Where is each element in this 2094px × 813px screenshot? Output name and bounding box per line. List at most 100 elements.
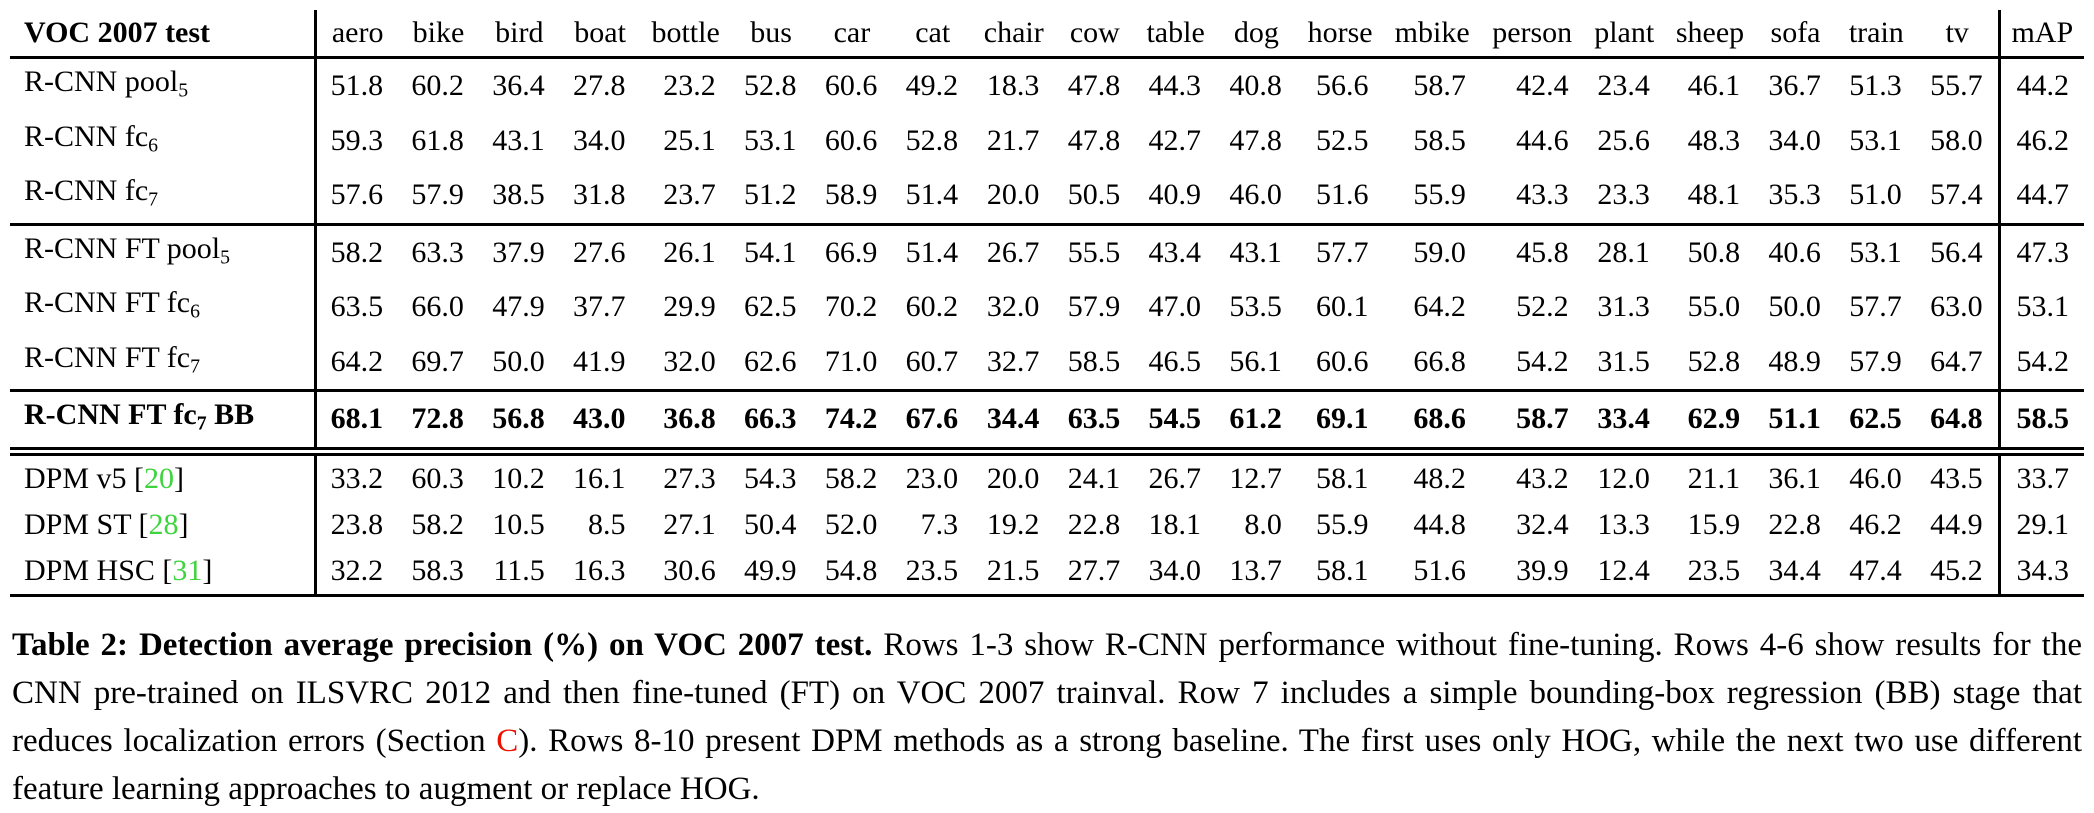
row-label: R-CNN fc7 [10, 168, 316, 226]
ap-value-cell: 57.4 [1916, 168, 2000, 226]
row-label-main: R-CNN FT fc [24, 340, 191, 374]
column-header-car: car [811, 10, 893, 59]
row-label-main: R-CNN fc [24, 119, 149, 153]
column-header-boat: boat [559, 10, 641, 59]
ap-value-cell: 27.6 [573, 235, 626, 269]
ap-value-cell: 57.7 [1849, 290, 1902, 324]
ap-value-cell: 31.5 [1583, 334, 1665, 393]
column-header-bus: bus [730, 10, 812, 59]
ap-value-cell: 58.2 [314, 224, 399, 281]
results-table: VOC 2007 test aero bike bird boat bottle bus ca… [10, 10, 2084, 597]
ap-value-cell: 21.1 [1687, 461, 1741, 495]
ap-value-cell: 23.7 [640, 168, 731, 226]
ap-value-cell: 60.6 [1296, 334, 1384, 393]
ap-value-cell: 60.6 [824, 123, 878, 157]
ap-value-cell: 20.0 [973, 168, 1055, 226]
ap-value-cell: 45.2 [1916, 547, 2000, 597]
ap-value-cell: 28.1 [1597, 235, 1650, 269]
ap-value-cell: 32.7 [973, 334, 1055, 393]
ap-value-cell: 66.0 [411, 290, 464, 324]
ap-value-cell: 63.5 [1054, 390, 1136, 456]
ap-value-cell: 51.8 [314, 57, 399, 114]
ap-value-cell: 59.0 [1413, 235, 1466, 269]
ap-value-cell: 16.3 [559, 547, 641, 597]
ap-value-cell: 50.0 [478, 334, 560, 393]
citation-ref[interactable]: 31 [172, 553, 203, 587]
ap-value-cell: 57.9 [398, 168, 479, 226]
corner-header: VOC 2007 test [10, 10, 316, 59]
ap-value-cell: 46.5 [1135, 334, 1217, 393]
ap-value-cell: 32.0 [986, 290, 1040, 324]
ap-value-cell: 55.9 [1383, 168, 1481, 226]
ap-value-cell: 47.8 [1067, 123, 1121, 157]
ap-value-cell: 33.4 [1583, 390, 1665, 456]
ap-value-cell: 32.2 [314, 547, 399, 597]
ap-value-cell: 34.0 [1135, 547, 1217, 597]
section-c-link[interactable]: C [496, 722, 519, 759]
ap-value-cell: 48.3 [1687, 123, 1741, 157]
ap-value-cell: 58.5 [1413, 123, 1466, 157]
ap-value-cell: 44.3 [1148, 69, 1202, 103]
row-label-suffix: BB [206, 398, 255, 432]
row-label-subscript: 7 [190, 355, 201, 378]
row-label-subscript: 5 [220, 246, 231, 269]
row-label: R-CNN FT pool5 [10, 224, 316, 280]
map-value-cell: 46.2 [1997, 113, 2084, 169]
ap-value-cell: 23.2 [663, 69, 716, 103]
ap-value-cell: 23.5 [892, 547, 974, 597]
ap-value-cell: 18.3 [986, 69, 1040, 103]
ap-value-cell: 60.7 [892, 334, 974, 393]
ap-value-cell: 44.6 [1516, 123, 1569, 157]
ap-value-cell: 71.0 [811, 334, 893, 393]
ap-value-cell: 25.1 [663, 123, 716, 157]
citation-ref[interactable]: 20 [144, 461, 175, 495]
ap-value-cell: 52.0 [824, 507, 878, 541]
ap-value-cell: 51.0 [1835, 168, 1917, 226]
column-header-mbike: mbike [1383, 10, 1481, 59]
ap-value-cell: 64.2 [314, 334, 399, 393]
citation-ref[interactable]: 28 [148, 507, 179, 541]
ap-value-cell: 12.4 [1583, 547, 1665, 597]
table-row: R-CNN FT fc7 BB 68.1 72.8 56.8 43.0 36.8 66.3 7… [10, 390, 2084, 456]
ap-value-cell: 50.8 [1687, 235, 1741, 269]
ap-value-cell: 38.5 [478, 168, 560, 226]
row-label-main: DPM v5 [24, 461, 135, 495]
ap-value-cell: 61.2 [1216, 390, 1297, 456]
ap-value-cell: 62.6 [730, 334, 812, 393]
ap-value-cell: 51.1 [1755, 390, 1836, 456]
ap-value-cell: 68.6 [1383, 390, 1481, 456]
map-value-cell: 44.2 [1997, 57, 2084, 114]
column-header-train: train [1835, 10, 1917, 59]
ap-value-cell: 34.0 [573, 123, 626, 157]
ap-value-cell: 58.5 [1054, 334, 1136, 393]
header-row: VOC 2007 test aero bike bird boat bottle bus ca… [10, 10, 2084, 59]
ap-value-cell: 43.2 [1516, 461, 1569, 495]
ap-value-cell: 53.1 [1849, 123, 1902, 157]
ap-value-cell: 48.2 [1413, 461, 1466, 495]
ap-value-cell: 68.1 [314, 390, 399, 456]
row-label-subscript: 7 [196, 412, 207, 435]
ap-value-cell: 51.4 [905, 235, 959, 269]
ap-value-cell: 57.9 [1067, 290, 1121, 324]
ap-value-cell: 51.6 [1296, 168, 1384, 226]
ap-value-cell: 64.2 [1413, 290, 1466, 324]
ap-value-cell: 58.0 [1930, 123, 1983, 157]
ap-value-cell: 22.8 [1768, 507, 1821, 541]
ap-value-cell: 63.0 [1930, 290, 1983, 324]
ap-value-cell: 60.2 [905, 290, 959, 324]
ap-value-cell: 57.9 [1835, 334, 1917, 393]
ap-value-cell: 56.6 [1315, 69, 1369, 103]
table-row: R-CNN pool5 51.8 60.2 36.4 27.8 23.2 52.8 60.6 4… [10, 57, 2084, 114]
ap-value-cell: 37.9 [492, 235, 545, 269]
ap-value-cell: 44.9 [1930, 507, 1983, 541]
ap-value-cell: 26.1 [663, 235, 716, 269]
caption-text-before-link: Rows 1-3 show R-CNN performance without … [12, 626, 2082, 759]
ap-value-cell: 57.6 [314, 168, 399, 226]
ap-value-cell: 43.0 [559, 390, 641, 456]
ap-value-cell: 74.2 [811, 390, 893, 456]
ap-value-cell: 12.0 [1597, 461, 1650, 495]
ap-value-cell: 54.2 [1480, 334, 1584, 393]
ap-value-cell: 13.3 [1597, 507, 1650, 541]
ap-value-cell: 46.1 [1687, 69, 1741, 103]
ap-value-cell: 34.4 [973, 390, 1055, 456]
